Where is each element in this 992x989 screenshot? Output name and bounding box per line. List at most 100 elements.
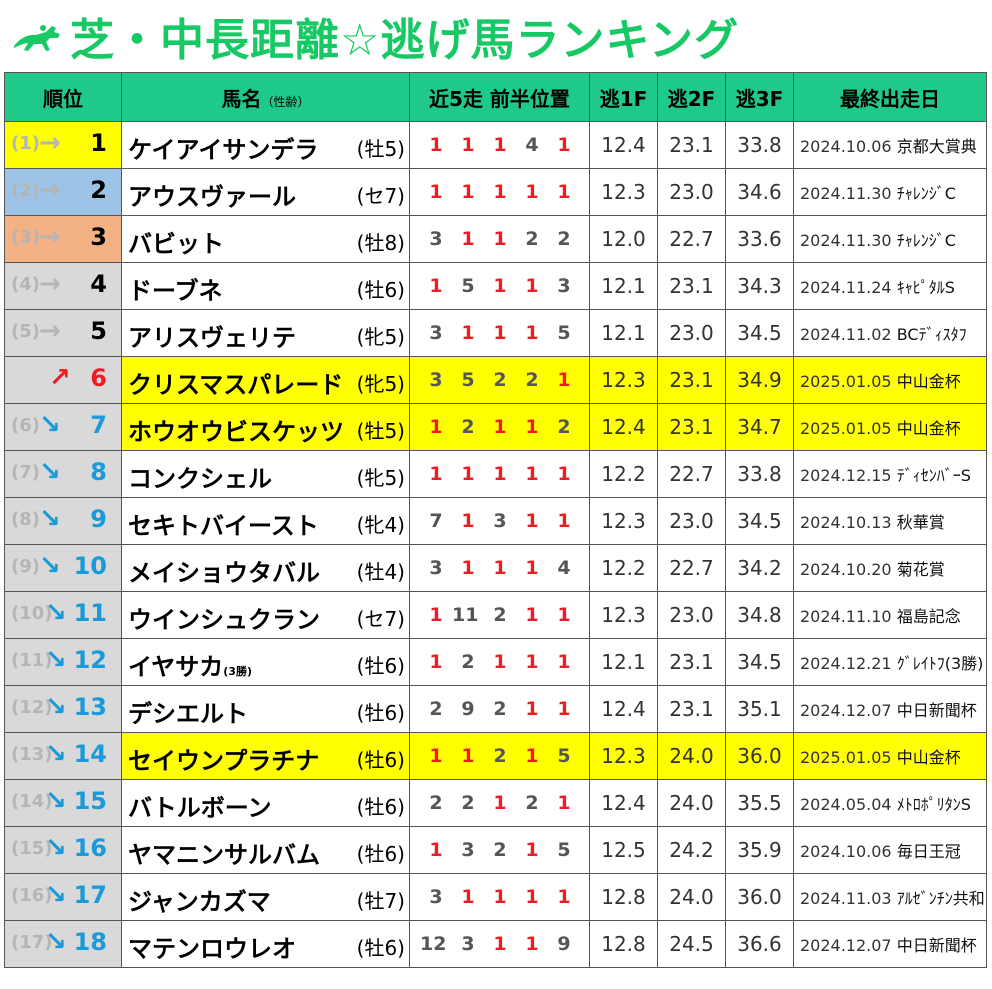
sex-age: (牝5) <box>356 466 405 490</box>
last-race-date: 2024.11.10 <box>800 607 892 626</box>
rank-cell: (4) → 4 <box>4 262 122 310</box>
recent-position: 2 <box>493 698 507 720</box>
table-row: (10) ↘ 11 ウインシュクラン (セ7) 1 11 2 1 1 12.3 23.0 34.8 202… <box>4 591 987 639</box>
horse-name-cell: ジャンカズマ (牡7) <box>121 873 410 921</box>
last-race-date: 2024.10.20 <box>800 560 892 579</box>
horse-name: バビット <box>128 230 224 258</box>
recent-position: 1 <box>525 181 539 203</box>
header-rank: 順位 <box>4 72 122 122</box>
last-race-date: 2024.12.07 <box>800 701 892 720</box>
table-row: (9) ↘ 10 メイショウタバル (牡4) 3 1 1 1 4 12.2 22.7 34.2 2024.… <box>4 544 987 592</box>
last-race-name: ﾃﾞｨｾﾝﾊﾞｰS <box>896 466 971 485</box>
split-1f: 12.1 <box>589 262 658 310</box>
recent-position: 1 <box>525 416 539 438</box>
split-1f: 12.3 <box>589 591 658 639</box>
split-2f: 22.7 <box>657 544 726 592</box>
horse-name-cell: クリスマスパレード (牝5) <box>121 356 410 404</box>
recent-position: 1 <box>525 557 539 579</box>
last-race-cell: 2024.11.24 ｷｬﾋﾟﾀﾙS <box>793 262 987 310</box>
split-3f: 33.8 <box>725 121 794 169</box>
recent-position: 5 <box>557 839 571 861</box>
table-row: (17) ↘ 18 マテンロウレオ (牡6) 12 3 1 1 9 12.8 24.5 36.6 2024… <box>4 920 987 968</box>
recent-position: 3 <box>429 886 443 908</box>
last-race-cell: 2024.05.04 ﾒﾄﾛﾎﾟﾘﾀﾝS <box>793 779 987 827</box>
recent-position: 1 <box>429 604 443 626</box>
recent-position: 1 <box>429 745 443 767</box>
recent-position: 2 <box>461 651 475 673</box>
recent-position: 1 <box>493 792 507 814</box>
rank-change-arrow-icon: → <box>39 316 61 346</box>
recent-position: 9 <box>461 698 475 720</box>
rank-change-arrow-icon: ↘ <box>39 504 61 534</box>
split-1f: 12.4 <box>589 403 658 451</box>
split-2f: 23.0 <box>657 309 726 357</box>
recent-position: 2 <box>429 698 443 720</box>
sex-age: (牡6) <box>356 654 405 678</box>
horse-name-cell: アウスヴァール (セ7) <box>121 168 410 216</box>
recent-position: 1 <box>525 839 539 861</box>
rank-number: 14 <box>73 740 107 768</box>
last-race-date: 2024.11.02 <box>800 325 892 344</box>
split-3f: 34.7 <box>725 403 794 451</box>
table-row: (3) → 3 バビット (牡8) 3 1 1 2 2 12.0 22.7 33.6 2024.11.30… <box>4 215 987 263</box>
split-1f: 12.1 <box>589 638 658 686</box>
recent-position: 3 <box>461 839 475 861</box>
split-3f: 35.5 <box>725 779 794 827</box>
last-race-cell: 2024.12.07 中日新聞杯 <box>793 920 987 968</box>
rank-number: 9 <box>90 505 107 533</box>
last-race-name: ﾁｬﾚﾝｼﾞC <box>896 184 956 203</box>
horse-name-cell: マテンロウレオ (牡6) <box>121 920 410 968</box>
rank-cell: (12) ↘ 13 <box>4 685 122 733</box>
recent-position: 1 <box>429 839 443 861</box>
previous-rank: (14) <box>11 791 53 812</box>
sex-age: (牝4) <box>356 513 405 537</box>
rank-number: 12 <box>73 646 107 674</box>
ranking-table: 順位 馬名（性齢） 近5走 前半位置 逃1F 逃2F 逃3F 最終出走日 (1)… <box>4 72 987 968</box>
recent-position: 12 <box>420 933 447 955</box>
recent-position: 1 <box>461 322 475 344</box>
recent-position: 1 <box>493 933 507 955</box>
last-race-cell: 2024.10.20 菊花賞 <box>793 544 987 592</box>
last-race-date: 2024.11.30 <box>800 231 892 250</box>
table-row: (13) ↘ 14 セイウンプラチナ (牡6) 1 1 2 1 5 12.3 24.0 36.0 2025… <box>4 732 987 780</box>
last-race-name: 京都大賞典 <box>896 137 977 156</box>
previous-rank: (12) <box>11 697 53 718</box>
split-3f: 36.0 <box>725 873 794 921</box>
recent-position: 1 <box>429 275 443 297</box>
last-race-cell: 2025.01.05 中山金杯 <box>793 732 987 780</box>
rank-cell: (13) ↘ 14 <box>4 732 122 780</box>
sex-age: (セ7) <box>356 607 405 631</box>
sex-age: (牡6) <box>356 936 405 960</box>
recent-position: 1 <box>461 134 475 156</box>
table-row: ↗ 6 クリスマスパレード (牝5) 3 5 2 2 1 12.3 23.1 34.9 2025.01.… <box>4 356 987 404</box>
rank-number: 15 <box>73 787 107 815</box>
horse-name: バトルボーン <box>128 794 272 822</box>
previous-rank: (17) <box>11 932 53 953</box>
rank-change-arrow-icon: ↘ <box>45 739 67 769</box>
split-1f: 12.4 <box>589 779 658 827</box>
split-3f: 34.6 <box>725 168 794 216</box>
recent-position: 1 <box>429 416 443 438</box>
split-1f: 12.2 <box>589 544 658 592</box>
rank-cell: (16) ↘ 17 <box>4 873 122 921</box>
rank-change-arrow-icon: ↘ <box>39 457 61 487</box>
split-1f: 12.1 <box>589 309 658 357</box>
recent-position: 1 <box>461 463 475 485</box>
recent-position: 5 <box>461 369 475 391</box>
recent-position: 2 <box>461 416 475 438</box>
last-race-date: 2024.12.07 <box>800 936 892 955</box>
split-3f: 34.5 <box>725 638 794 686</box>
split-3f: 34.2 <box>725 544 794 592</box>
sex-age: (牡6) <box>356 795 405 819</box>
rank-cell: (9) ↘ 10 <box>4 544 122 592</box>
split-3f: 33.6 <box>725 215 794 263</box>
recent-position: 1 <box>525 886 539 908</box>
horse-name: アリスヴェリテ <box>128 324 296 352</box>
recent-position: 1 <box>493 463 507 485</box>
rank-cell: (5) → 5 <box>4 309 122 357</box>
table-row: (6) ↘ 7 ホウオウビスケッツ (牡5) 1 2 1 1 2 12.4 23.1 34.7 2025.… <box>4 403 987 451</box>
recent-position: 1 <box>525 322 539 344</box>
